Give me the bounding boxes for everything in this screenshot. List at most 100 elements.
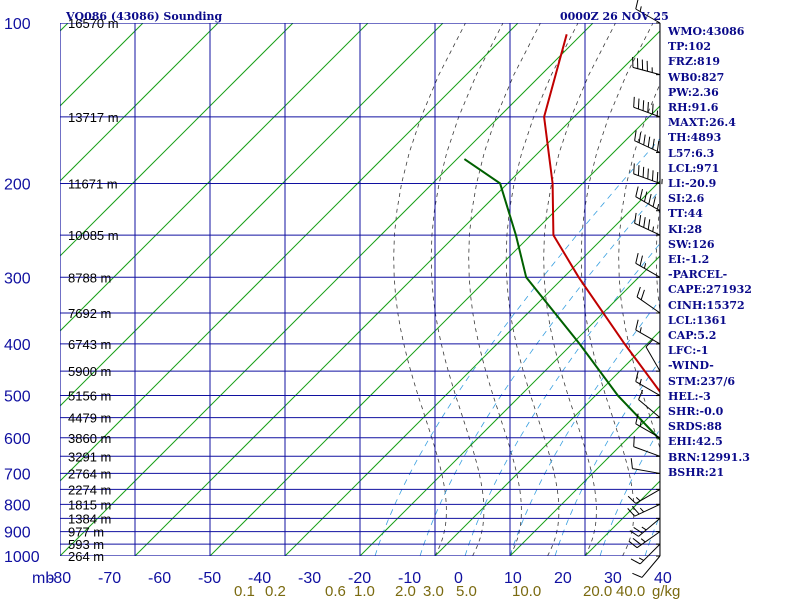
pressure-tick-label: 400 — [4, 337, 31, 354]
mixing-ratio-label: 10.0 — [512, 583, 541, 600]
height-label: 5156 m — [68, 389, 111, 404]
wind-barb — [630, 543, 661, 565]
height-label: 2764 m — [68, 466, 111, 481]
isotherm-line — [60, 23, 294, 257]
pressure-tick-label: 700 — [4, 466, 31, 483]
mixing-ratio-line — [419, 189, 660, 556]
height-label: 2274 m — [68, 482, 111, 497]
isotherm-line — [434, 330, 660, 556]
series-temperature — [543, 34, 660, 394]
index-item: BSHR:21 — [668, 465, 725, 479]
wind-barb — [632, 555, 661, 578]
temperature-tick-label: -30 — [298, 570, 321, 587]
height-label: 7692 m — [68, 306, 111, 321]
index-item: WB0:827 — [668, 70, 725, 84]
index-item: SRDS:88 — [668, 420, 722, 434]
pressure-tick-label: 1000 — [4, 549, 40, 566]
mixing-ratio-label: 1.0 — [354, 583, 375, 600]
isotherm-line — [284, 180, 660, 556]
sounding-traces — [463, 34, 660, 441]
wind-barb — [634, 212, 661, 236]
index-item: CAPE:271932 — [668, 283, 752, 297]
height-label: 11671 m — [68, 176, 118, 191]
mixing-ratio-label: 3.0 — [423, 583, 444, 600]
wind-barb — [635, 413, 661, 439]
isotherm-line — [209, 105, 660, 556]
wind-barb — [635, 371, 661, 397]
pressure-tick-label: 800 — [4, 497, 31, 514]
wind-barb — [633, 436, 661, 457]
index-item: -WIND- — [668, 359, 714, 373]
isotherm-line — [60, 23, 444, 407]
index-item: LFC:-1 — [668, 344, 709, 358]
isotherm-line — [60, 23, 519, 482]
chart-title: VQ086 (43086) Sounding — [66, 10, 223, 23]
isotherms — [60, 23, 660, 556]
index-item: CINH:15372 — [668, 298, 745, 312]
mixing-ratio-label: 0.1 — [234, 583, 255, 600]
wind-barb — [635, 253, 661, 278]
pressure-tick-label: 500 — [4, 389, 31, 406]
mixing-ratio-line — [554, 359, 660, 556]
height-label: 16570 m — [68, 16, 119, 31]
index-item: LCL:971 — [668, 161, 720, 175]
index-item: STM:237/6 — [668, 374, 735, 388]
wind-barb — [633, 163, 663, 185]
chart-date: 0000Z 26 NOV 25 — [560, 10, 669, 23]
temperature-tick-label: 30 — [604, 570, 622, 587]
height-label: 3860 m — [68, 431, 111, 446]
pressure-tick-label: 900 — [4, 525, 31, 542]
wind-barb — [636, 286, 661, 314]
isotherm-line — [134, 30, 660, 556]
mixing-ratio-line — [599, 428, 660, 556]
index-item: EI:-1.2 — [668, 253, 710, 267]
mixing-ratio-line — [464, 242, 660, 556]
index-item: WMO:43086 — [668, 25, 745, 38]
series-dewpoint — [463, 158, 660, 441]
temperature-tick-label: -40 — [248, 570, 271, 587]
mixing-ratio-label: 0.6 — [325, 583, 346, 600]
index-item: KI:28 — [668, 222, 703, 236]
height-label: 6743 m — [68, 337, 111, 352]
temperature-tick-label: -20 — [348, 570, 371, 587]
mixing-ratio-label: 40.0 — [616, 583, 645, 600]
index-item: CAP:5.2 — [668, 329, 717, 343]
mixing-ratio-unit: g/kg — [652, 583, 680, 600]
temperature-tick-label: -80 — [48, 570, 71, 587]
mixing-ratio-label: 5.0 — [456, 583, 477, 600]
temperature-tick-label: -60 — [148, 570, 171, 587]
wind-barb — [629, 517, 661, 537]
mixing-ratio-label: 20.0 — [583, 583, 612, 600]
temperature-tick-label: 0 — [454, 570, 463, 587]
wind-barb — [635, 319, 661, 345]
isobars — [60, 23, 660, 556]
isotherm-line — [359, 255, 660, 556]
index-item: HEL:-3 — [668, 389, 711, 403]
height-label: 3291 m — [68, 449, 111, 464]
wind-barb — [635, 0, 661, 24]
moist-adiabat — [393, 23, 466, 556]
mixing-ratio-lines — [374, 137, 660, 556]
wind-barb — [628, 531, 661, 549]
mixing-ratio-line — [509, 299, 660, 556]
pressure-tick-label: 300 — [4, 270, 31, 287]
wind-barb — [645, 338, 661, 372]
indices-panel: WMO:43086 TP:102 FRZ:819 WB0:827 PW:2.36 RH:9… — [668, 24, 800, 480]
pressure-unit-label: mb — [32, 570, 54, 587]
height-label: 8788 m — [68, 270, 111, 285]
index-item: LCL:1361 — [668, 313, 727, 327]
temperature-tick-label: -50 — [198, 570, 221, 587]
index-item: EHI:42.5 — [668, 435, 723, 449]
index-item: LI:-20.9 — [668, 177, 717, 191]
index-item: SW:126 — [668, 237, 715, 251]
temperature-tick-label: -10 — [398, 570, 421, 587]
index-item: -PARCEL- — [668, 268, 728, 282]
wind-barb — [630, 458, 661, 474]
height-label: 10085 m — [68, 228, 119, 243]
pressure-tick-label: 200 — [4, 176, 31, 193]
index-item: FRZ:819 — [668, 55, 721, 69]
index-item: RH:91.6 — [668, 101, 719, 115]
index-item: TP:102 — [668, 40, 712, 54]
temperature-tick-label: 40 — [654, 570, 672, 587]
